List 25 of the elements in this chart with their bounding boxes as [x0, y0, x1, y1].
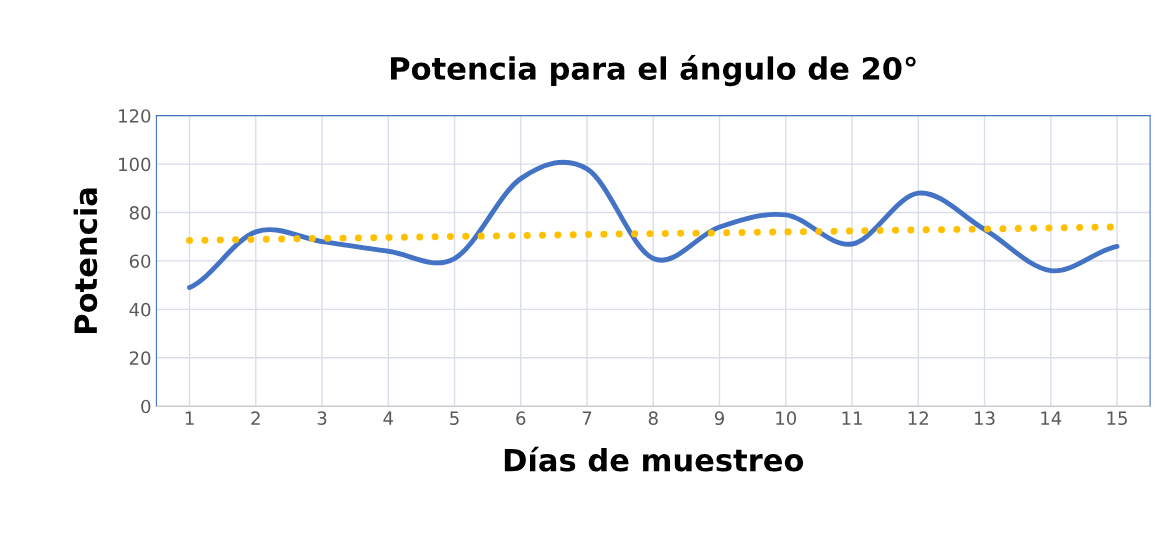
x-tick-label: 6: [516, 411, 526, 426]
x-tick-label: 14: [1041, 411, 1062, 425]
y-axis-title: Potencia: [73, 188, 98, 333]
x-tick-label: 2: [251, 411, 260, 425]
x-tick-label: 11: [842, 411, 862, 425]
x-tick-label: 12: [908, 411, 928, 425]
x-tick-label: 15: [1107, 411, 1127, 426]
x-tick-label: 13: [975, 411, 995, 426]
x-tick-label: 4: [383, 411, 394, 425]
x-tick-label: 1: [185, 411, 194, 425]
y-tick-label: 20: [129, 351, 151, 365]
x-axis-title: Días de muestreo: [504, 446, 804, 472]
y-tick-label: 40: [129, 302, 151, 317]
x-tick-label: 5: [450, 411, 459, 426]
y-tick-label: 80: [129, 205, 151, 220]
y-tick-label: 120: [119, 109, 151, 123]
x-tick-label: 7: [582, 411, 592, 425]
y-tick-label: 100: [119, 157, 151, 172]
x-tick-label: 8: [648, 411, 658, 426]
x-tick-label: 10: [776, 411, 797, 426]
x-tick-label: 3: [317, 411, 327, 426]
chart-title: Potencia para el ángulo de 20°: [391, 55, 916, 87]
y-tick-label: 60: [129, 254, 151, 269]
y-tick-label: 0: [141, 399, 151, 414]
x-tick-label: 9: [714, 411, 724, 426]
